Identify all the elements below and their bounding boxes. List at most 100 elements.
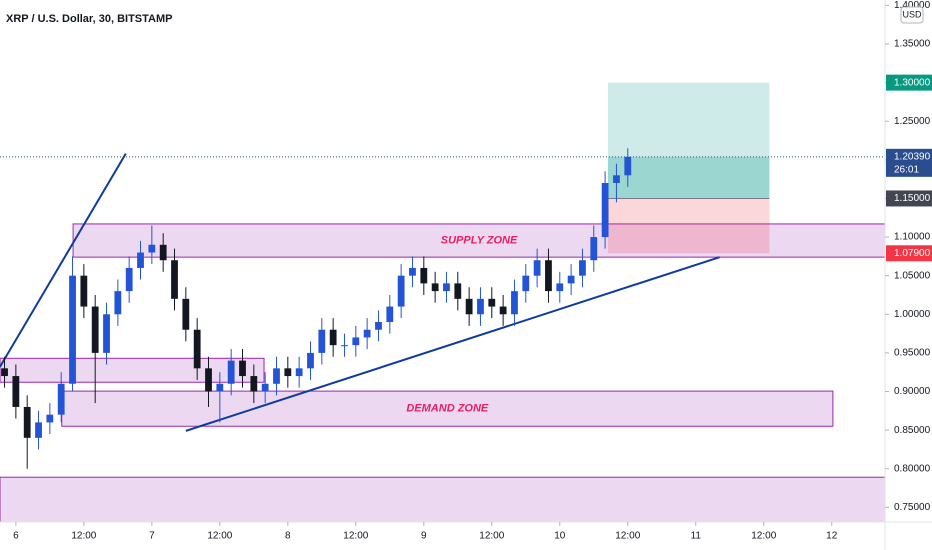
x-tick-label: 12:00 xyxy=(207,531,232,542)
candle-body xyxy=(137,252,144,268)
candle-body xyxy=(443,283,450,292)
y-tick-label: 0.95000 xyxy=(894,348,931,359)
stop-box xyxy=(607,198,770,254)
candle-body xyxy=(35,422,42,438)
candle-body xyxy=(499,306,507,315)
candle-body xyxy=(12,376,20,407)
x-tick-label: 12 xyxy=(826,531,838,542)
candle-body xyxy=(545,260,552,292)
candle-body xyxy=(522,275,530,292)
price-label-box xyxy=(886,74,932,91)
candle-body xyxy=(329,329,337,346)
zone xyxy=(72,223,886,258)
y-tick-label: 1.05000 xyxy=(894,270,931,281)
x-tick-label: 9 xyxy=(421,531,427,542)
candle-body xyxy=(80,275,88,307)
candle-body xyxy=(284,368,292,377)
candle-body xyxy=(409,267,416,276)
candle-body xyxy=(103,314,110,353)
candle-body xyxy=(601,183,609,238)
candle-body xyxy=(613,175,620,184)
x-tick-label: 8 xyxy=(285,531,291,542)
candle-body xyxy=(488,298,496,307)
candle-body xyxy=(125,267,133,292)
x-tick-label: 12:00 xyxy=(343,531,368,542)
candle-body xyxy=(250,376,258,392)
candle-body xyxy=(420,267,428,284)
candle-body xyxy=(23,406,31,438)
candle-body xyxy=(465,298,473,315)
candle-body xyxy=(69,275,76,384)
candle-body xyxy=(397,275,405,307)
y-tick-label: 1.25000 xyxy=(894,116,931,127)
candle-body xyxy=(375,322,382,330)
price-label: 1.20390 xyxy=(894,151,931,162)
currency-label: USD xyxy=(902,9,922,19)
candle-body xyxy=(91,306,99,353)
candle-body xyxy=(193,329,201,369)
x-tick-label: 6 xyxy=(13,531,19,542)
candle-body xyxy=(579,260,586,276)
candle-body xyxy=(511,291,518,315)
plot-area: SUPPLY ZONE DEMAND ZONE xyxy=(0,82,886,523)
zone xyxy=(61,390,834,427)
price-label: 1.15000 xyxy=(894,193,931,204)
zone xyxy=(0,476,886,523)
y-tick-label: 0.80000 xyxy=(894,463,931,474)
chart-title: XRP / U.S. Dollar, 30, BITSTAMP xyxy=(6,13,172,25)
candle-body xyxy=(454,283,462,299)
x-tick-label: 7 xyxy=(149,531,155,542)
candle-body xyxy=(363,329,371,338)
candle-body xyxy=(171,260,178,299)
candle-body xyxy=(159,244,167,261)
x-tick-label: 12:00 xyxy=(615,531,640,542)
candle-body xyxy=(239,360,246,377)
zone xyxy=(0,357,265,383)
zone-label: SUPPLY ZONE xyxy=(441,234,518,246)
x-tick-label: 12:00 xyxy=(479,531,504,542)
candle-body xyxy=(1,368,8,377)
price-label-box xyxy=(886,148,932,177)
trendline xyxy=(0,153,127,368)
candle-body xyxy=(624,156,632,176)
trendline xyxy=(185,256,720,432)
x-tick-label: 11 xyxy=(691,531,702,542)
open-profit-box xyxy=(607,156,770,199)
candle-body xyxy=(148,244,156,253)
candle-body xyxy=(182,298,190,330)
price-label: 1.07900 xyxy=(894,248,931,259)
price-label-box xyxy=(886,190,932,207)
candle-body xyxy=(477,298,484,315)
y-tick-label: 0.90000 xyxy=(894,386,931,397)
y-tick-label: 1.40000 xyxy=(894,0,931,11)
y-tick-label: 1.10000 xyxy=(894,232,931,243)
candle-body xyxy=(227,360,235,384)
candle-body xyxy=(590,237,598,261)
y-tick-label: 0.75000 xyxy=(894,502,931,513)
price-label-box xyxy=(886,245,932,262)
y-tick-label: 1.35000 xyxy=(894,39,931,50)
candle-body xyxy=(431,283,439,292)
candle-body xyxy=(261,383,269,392)
candle-body xyxy=(341,345,348,347)
y-tick-label: 0.85000 xyxy=(894,425,931,436)
x-tick-label: 10 xyxy=(554,531,566,542)
zone-label: DEMAND ZONE xyxy=(406,403,489,415)
countdown: 26:01 xyxy=(894,164,919,175)
currency-box xyxy=(900,6,924,24)
candle-body xyxy=(57,383,65,415)
candle-body xyxy=(533,260,541,276)
candle-body xyxy=(386,306,394,323)
candle-body xyxy=(114,291,122,315)
candle-body xyxy=(567,275,575,284)
candle-body xyxy=(46,414,54,423)
candle-body xyxy=(216,383,224,392)
y-tick-label: 1.00000 xyxy=(894,309,931,320)
candle-body xyxy=(556,283,564,292)
candle-body xyxy=(352,337,360,346)
price-label: 1.30000 xyxy=(894,77,931,88)
candle-body xyxy=(295,368,303,377)
candle-body xyxy=(318,329,326,353)
